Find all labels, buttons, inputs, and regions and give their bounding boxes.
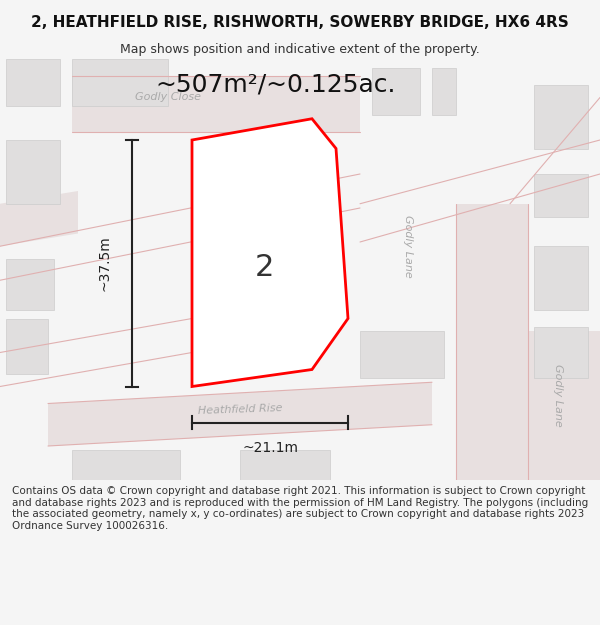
Polygon shape (72, 76, 360, 131)
Polygon shape (192, 119, 348, 386)
Polygon shape (360, 331, 444, 378)
Text: Heathfield Rise: Heathfield Rise (197, 403, 283, 416)
Text: ~507m²/~0.125ac.: ~507m²/~0.125ac. (156, 72, 396, 97)
Polygon shape (432, 68, 456, 114)
Polygon shape (534, 327, 588, 378)
Polygon shape (6, 140, 60, 204)
Text: ~21.1m: ~21.1m (242, 441, 298, 455)
Text: ~37.5m: ~37.5m (98, 236, 112, 291)
Polygon shape (372, 68, 420, 114)
Text: Godly Lane: Godly Lane (403, 215, 413, 278)
Text: Godly Close: Godly Close (135, 92, 201, 103)
Polygon shape (240, 450, 330, 480)
Polygon shape (6, 319, 48, 374)
Text: 2, HEATHFIELD RISE, RISHWORTH, SOWERBY BRIDGE, HX6 4RS: 2, HEATHFIELD RISE, RISHWORTH, SOWERBY B… (31, 16, 569, 31)
Polygon shape (528, 331, 600, 480)
Polygon shape (534, 85, 588, 149)
Text: 2: 2 (254, 253, 274, 282)
Polygon shape (72, 450, 180, 480)
Polygon shape (6, 59, 60, 106)
Text: Map shows position and indicative extent of the property.: Map shows position and indicative extent… (120, 43, 480, 56)
Polygon shape (0, 191, 78, 246)
Polygon shape (534, 174, 588, 216)
Polygon shape (534, 246, 588, 310)
Polygon shape (456, 204, 528, 480)
Polygon shape (48, 382, 432, 446)
Text: Contains OS data © Crown copyright and database right 2021. This information is : Contains OS data © Crown copyright and d… (12, 486, 588, 531)
Polygon shape (72, 59, 168, 106)
Text: Godly Lane: Godly Lane (553, 364, 563, 426)
Polygon shape (6, 259, 54, 310)
